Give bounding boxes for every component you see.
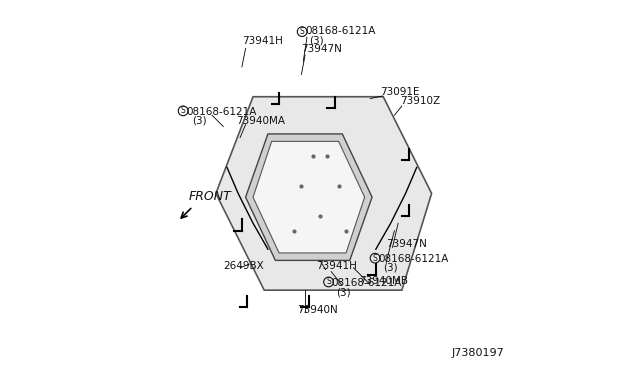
Text: (3): (3) xyxy=(191,116,206,126)
Text: 73940N: 73940N xyxy=(297,305,338,314)
Polygon shape xyxy=(246,134,372,260)
Text: S: S xyxy=(326,278,331,286)
Polygon shape xyxy=(216,97,431,290)
Polygon shape xyxy=(253,141,365,253)
Text: J7380197: J7380197 xyxy=(452,348,504,357)
Text: 73947N: 73947N xyxy=(386,239,427,248)
Text: 2649BX: 2649BX xyxy=(223,261,264,271)
Text: 73947N: 73947N xyxy=(301,45,342,54)
Text: 73941H: 73941H xyxy=(242,36,283,46)
Text: 73091E: 73091E xyxy=(380,87,420,97)
Text: 73941H: 73941H xyxy=(316,261,357,271)
Text: 73940MB: 73940MB xyxy=(358,276,408,286)
Text: S: S xyxy=(180,106,186,115)
Text: S: S xyxy=(300,27,305,36)
Text: (3): (3) xyxy=(337,287,351,297)
Text: 08168-6121A: 08168-6121A xyxy=(378,254,449,264)
Text: 73910Z: 73910Z xyxy=(401,96,440,106)
Text: 08168-6121A: 08168-6121A xyxy=(186,107,257,116)
Text: S: S xyxy=(372,254,378,263)
Text: 08168-6121A: 08168-6121A xyxy=(331,278,401,288)
Text: 73940MA: 73940MA xyxy=(236,116,285,126)
Text: (3): (3) xyxy=(383,263,398,273)
Text: 08168-6121A: 08168-6121A xyxy=(305,26,376,35)
Text: FRONT: FRONT xyxy=(189,190,232,203)
Text: (3): (3) xyxy=(310,35,324,45)
